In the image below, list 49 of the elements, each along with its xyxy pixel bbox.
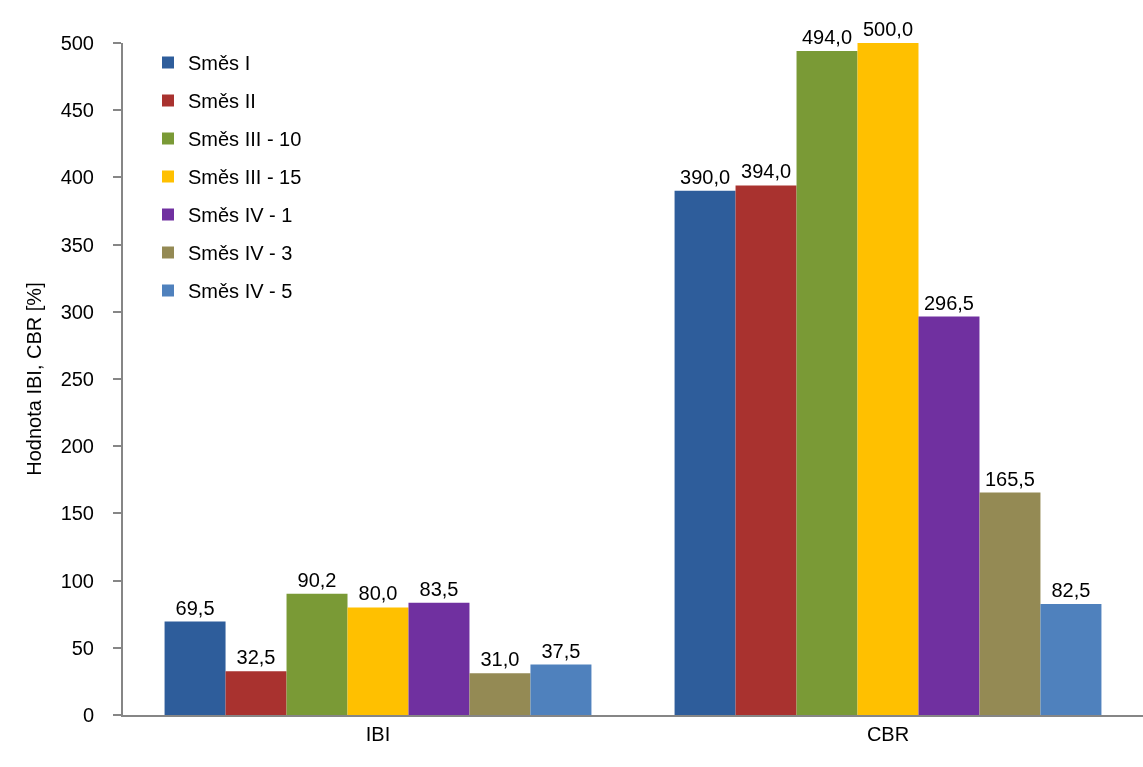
y-tick-label: 150: [60, 502, 94, 525]
bar: [674, 190, 736, 715]
legend-label: Směs II: [187, 90, 256, 113]
bar: [857, 43, 919, 715]
bar: [225, 671, 287, 715]
legend-label: Směs III - 15: [187, 166, 302, 189]
y-tick-label: 300: [60, 300, 94, 323]
data-label: 90,2: [297, 568, 337, 591]
bar: [347, 607, 409, 715]
y-tick-label: 450: [60, 99, 94, 122]
x-tick-label: IBI: [365, 723, 391, 745]
legend-label: Směs IV - 5: [187, 280, 293, 303]
legend-label: Směs I: [187, 52, 251, 75]
y-axis-title: Hodnota IBI, CBR [%]: [22, 282, 45, 476]
bar: [530, 664, 592, 715]
data-label: 82,5: [1051, 579, 1091, 602]
bar: [286, 593, 348, 715]
y-tick-label: 0: [82, 704, 94, 726]
legend-label: Směs IV - 3: [187, 242, 293, 265]
y-tick-label: 100: [60, 569, 94, 592]
data-label: 165,5: [984, 467, 1035, 490]
y-tick-label: 350: [60, 233, 94, 256]
bar: [918, 316, 980, 715]
bar: [408, 602, 470, 715]
bar: [1040, 604, 1102, 715]
y-tick-label: 200: [60, 435, 94, 458]
data-label: 500,0: [862, 18, 914, 40]
data-label: 69,5: [175, 596, 215, 619]
y-tick-label: 50: [71, 636, 94, 659]
bar: [979, 492, 1041, 715]
y-tick-label: 250: [60, 368, 94, 390]
legend-label: Směs IV - 1: [187, 204, 293, 227]
y-tick-label: 400: [60, 166, 94, 189]
bar: [735, 185, 797, 715]
y-tick-label: 500: [60, 32, 94, 54]
data-label: 80,0: [358, 582, 398, 605]
bar: [469, 673, 531, 715]
data-label: 32,5: [236, 646, 276, 669]
data-label: 494,0: [801, 26, 853, 49]
data-label: 390,0: [680, 165, 731, 188]
data-label: 37,5: [541, 639, 581, 662]
x-tick-label: CBR: [866, 723, 910, 745]
data-label: 296,5: [923, 291, 975, 314]
data-label: 83,5: [419, 577, 459, 600]
data-label: 31,0: [480, 648, 520, 671]
bar: [796, 51, 858, 715]
legend-label: Směs III - 10: [187, 128, 302, 151]
data-label: 394,0: [741, 160, 792, 183]
bar: [164, 621, 226, 715]
